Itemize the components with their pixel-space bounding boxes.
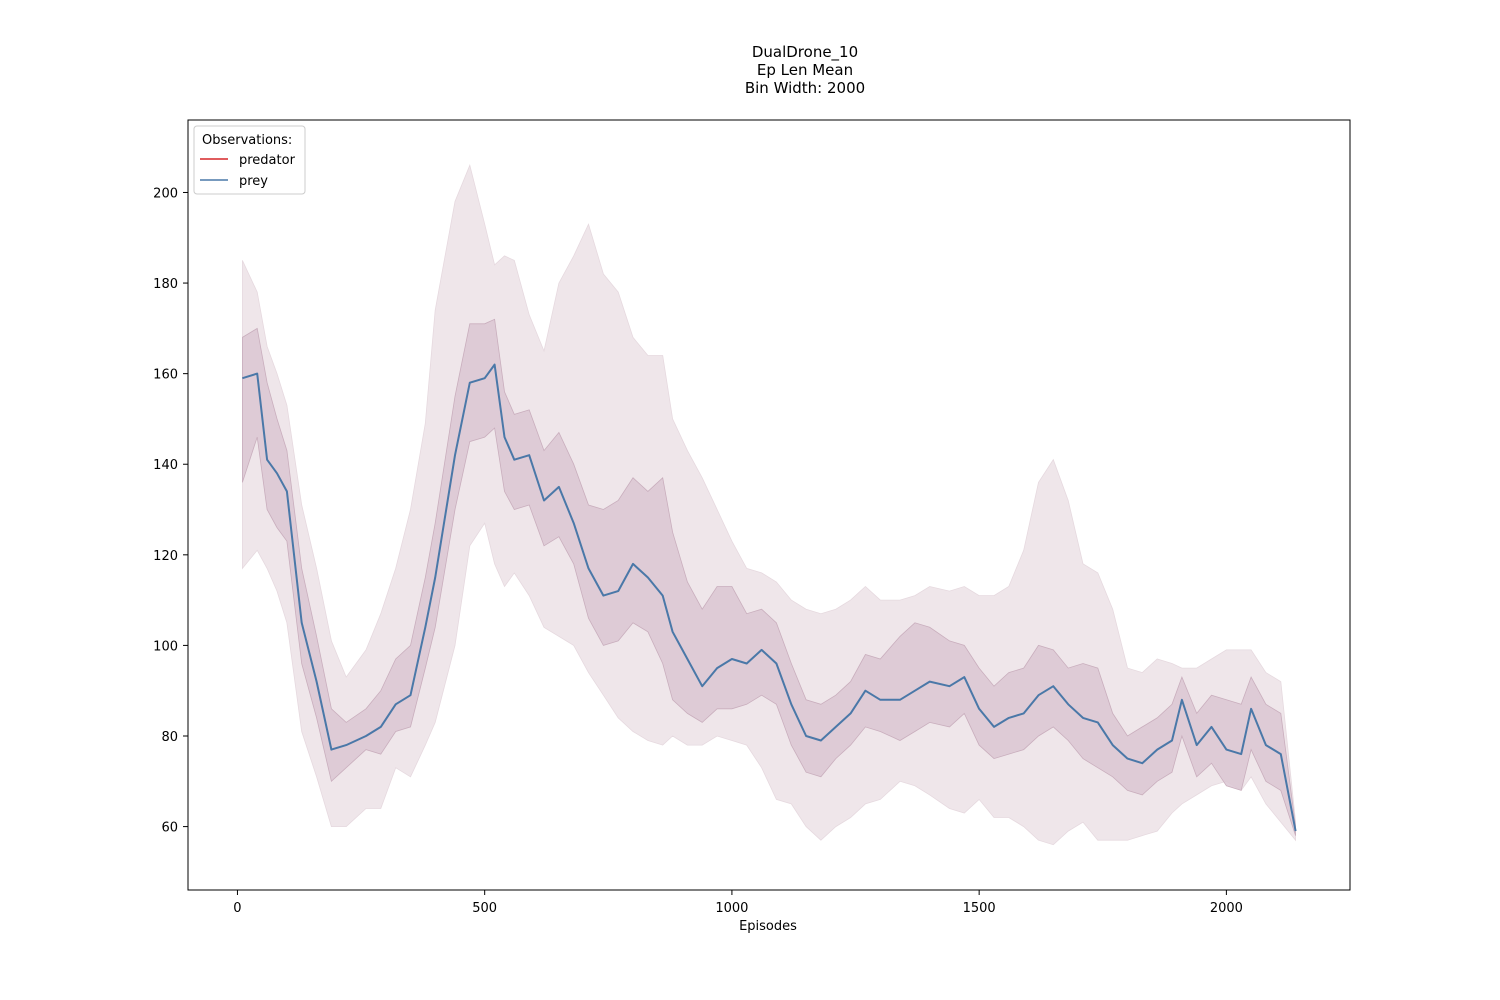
confidence-bands (242, 164, 1296, 846)
x-axis-ticks: 0 500 1000 1500 2000 (233, 890, 1243, 916)
legend-label-predator: predator (239, 153, 296, 168)
plot-frame (187, 119, 1351, 891)
legend: Observations: predator prey (193, 125, 306, 195)
x-tick-label: 2000 (1210, 901, 1243, 916)
legend-title: Observations: (202, 133, 292, 148)
prey-inner-band (242, 318, 1296, 836)
series-lines (242, 363, 1297, 832)
y-axis-ticks: 60 80 100 120 140 160 180 200 (153, 186, 188, 836)
chart-title-line-1: DualDrone_10 (751, 43, 859, 61)
legend-label-prey: prey (239, 174, 268, 189)
x-tick-label: 0 (233, 901, 241, 916)
x-tick-label: 500 (472, 901, 497, 916)
legend-box (193, 125, 306, 195)
chart-title-line-3: Bin Width: 2000 (744, 79, 866, 97)
y-tick-label: 60 (161, 821, 178, 836)
prey-line (242, 363, 1297, 832)
x-axis-label: Episodes (739, 919, 797, 934)
y-tick-label: 180 (153, 277, 178, 292)
y-tick-label: 200 (153, 186, 178, 201)
y-tick-label: 120 (153, 549, 178, 564)
y-tick-label: 160 (153, 368, 178, 383)
y-tick-label: 80 (161, 730, 178, 745)
y-tick-label: 140 (153, 458, 178, 473)
x-tick-label: 1500 (963, 901, 996, 916)
y-tick-label: 100 (153, 639, 178, 654)
x-tick-label: 1000 (715, 901, 748, 916)
chart-title-line-2: Ep Len Mean (756, 61, 854, 79)
